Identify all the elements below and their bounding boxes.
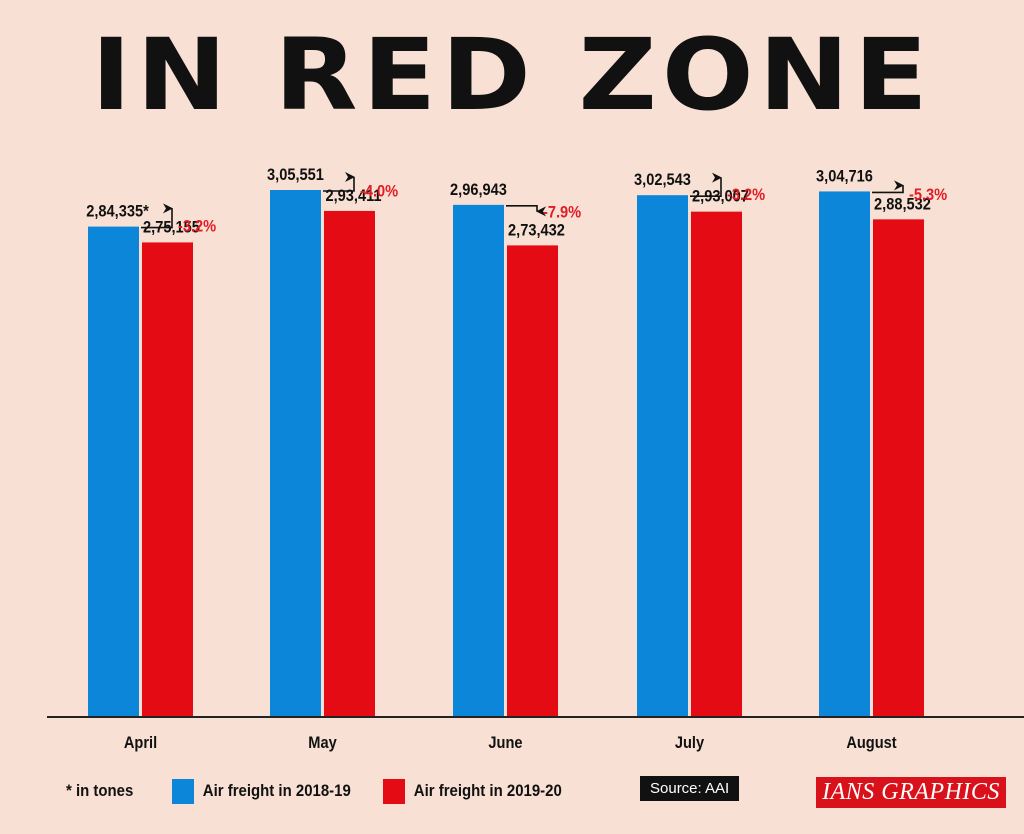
change-label-june: -7.9% — [543, 204, 581, 222]
ians-graphics-logo: IANS GRAPHICS — [816, 777, 1006, 808]
value-label-2018-july: 3,02,543 — [634, 171, 691, 189]
legend-label-2018: Air freight in 2018-19 — [202, 781, 351, 800]
chart-title: IN RED ZONE — [91, 18, 933, 134]
category-label-june: June — [488, 734, 522, 752]
value-label-2018-june: 2,96,943 — [450, 181, 507, 199]
bar-2019-august — [873, 219, 924, 717]
category-label-august: August — [846, 734, 897, 752]
bar-2018-july — [637, 195, 688, 717]
bar-2019-april — [142, 242, 193, 717]
change-label-august: -5.3% — [909, 186, 947, 204]
category-label-may: May — [308, 734, 337, 752]
value-label-2019-june: 2,73,432 — [508, 221, 565, 239]
bar-2019-july — [691, 211, 742, 717]
change-arrow-june — [506, 205, 546, 217]
change-label-july: -3.2% — [727, 186, 765, 204]
value-label-2018-august: 3,04,716 — [816, 168, 873, 186]
change-arrow-august — [872, 180, 904, 194]
change-arrow-april — [141, 203, 173, 229]
legend-item-2018: Air freight in 2018-19 — [172, 778, 351, 804]
category-label-july: July — [675, 734, 704, 752]
change-label-may: -4.0% — [360, 183, 398, 201]
value-label-2018-april: 2,84,335* — [86, 203, 149, 221]
bar-2018-may — [270, 190, 321, 717]
bar-2019-june — [507, 245, 558, 717]
category-label-april: April — [124, 734, 157, 752]
bar-2019-may — [324, 210, 375, 717]
bar-2018-august — [819, 191, 870, 717]
change-arrow-july — [690, 172, 722, 197]
legend-item-2019: Air freight in 2019-20 — [383, 778, 562, 804]
change-label-april: -3.2% — [178, 218, 216, 236]
bar-2018-april — [88, 226, 139, 718]
value-label-2018-may: 3,05,551 — [267, 166, 324, 184]
value-label-2019-august: 2,88,532 — [874, 195, 931, 213]
change-arrow-may — [323, 171, 355, 192]
legend-footnote: * in tones — [66, 778, 133, 804]
legend-label-2019: Air freight in 2019-20 — [413, 781, 562, 800]
legend-swatch-2019 — [383, 778, 405, 804]
legend-swatch-2018 — [172, 778, 194, 804]
bar-2018-june — [453, 204, 504, 717]
footnote-text: * in tones — [66, 781, 134, 800]
source-label: Source: AAI — [640, 776, 740, 801]
